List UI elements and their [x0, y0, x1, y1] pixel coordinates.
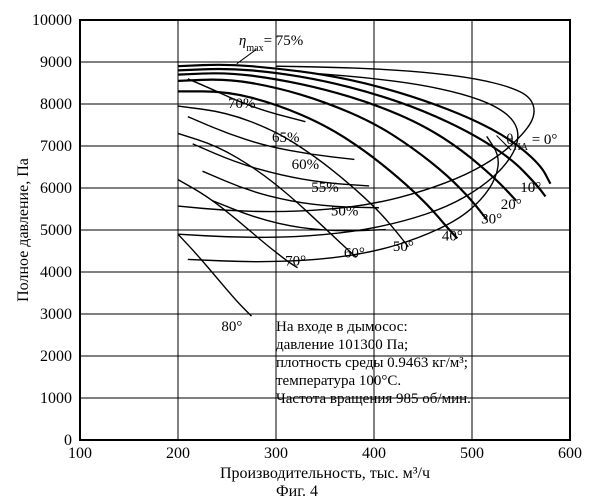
svg-text:60°: 60° [344, 245, 365, 261]
svg-text:20°: 20° [501, 197, 522, 213]
svg-text:50%: 50% [331, 203, 359, 219]
svg-text:60%: 60% [292, 157, 320, 173]
svg-text:50°: 50° [393, 239, 414, 255]
svg-text:8000: 8000 [40, 96, 72, 113]
svg-text:40°: 40° [442, 229, 463, 245]
svg-text:10000: 10000 [32, 12, 72, 29]
svg-text:70%: 70% [228, 96, 256, 112]
svg-text:5000: 5000 [40, 222, 72, 239]
svg-text:9000: 9000 [40, 54, 72, 71]
svg-text:600: 600 [558, 445, 582, 462]
svg-text:2000: 2000 [40, 348, 72, 365]
svg-text:6000: 6000 [40, 180, 72, 197]
svg-text:1000: 1000 [40, 390, 72, 407]
svg-text:200: 200 [166, 445, 190, 462]
svg-text:Фиг. 4: Фиг. 4 [276, 483, 318, 500]
svg-text:4000: 4000 [40, 264, 72, 281]
svg-text:70°: 70° [285, 254, 306, 270]
svg-text:Производительность, тыс. м³/ч: Производительность, тыс. м³/ч [220, 465, 430, 482]
svg-text:65%: 65% [272, 130, 300, 146]
svg-text:плотность среды 0.9463 кг/м³;: плотность среды 0.9463 кг/м³; [276, 355, 468, 371]
svg-text:80°: 80° [221, 319, 242, 335]
svg-text:30°: 30° [481, 212, 502, 228]
svg-text:400: 400 [362, 445, 386, 462]
svg-text:температура 100°С.: температура 100°С. [276, 373, 401, 389]
svg-text:давление 101300 Па;: давление 101300 Па; [276, 337, 408, 353]
svg-text:10°: 10° [520, 180, 541, 196]
svg-text:Частота вращения 985 об/мин.: Частота вращения 985 об/мин. [276, 391, 471, 407]
svg-text:7000: 7000 [40, 138, 72, 155]
svg-text:55%: 55% [311, 180, 339, 196]
svg-text:300: 300 [264, 445, 288, 462]
svg-text:500: 500 [460, 445, 484, 462]
fan-performance-chart: 1002003004005006000100020003000400050006… [0, 0, 594, 500]
svg-text:0: 0 [64, 432, 72, 449]
svg-text:На входе в дымосос:: На входе в дымосос: [276, 319, 408, 335]
svg-text:Полное давление, Па: Полное давление, Па [15, 158, 32, 302]
svg-text:3000: 3000 [40, 306, 72, 323]
